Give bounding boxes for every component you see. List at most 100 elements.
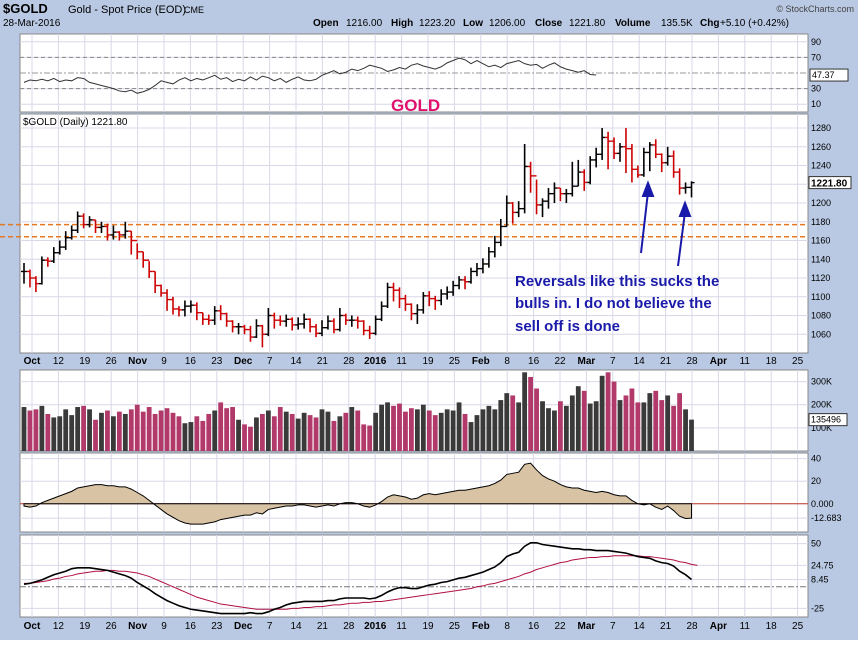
volume-bar bbox=[403, 411, 408, 451]
volume-last-label: 135496 bbox=[811, 415, 841, 425]
open-label: Open bbox=[313, 18, 339, 29]
volume-bar bbox=[122, 413, 128, 451]
x-axis-label: 9 bbox=[161, 621, 167, 632]
price-tick-label: 1180 bbox=[811, 217, 830, 227]
price-tick-label: 1080 bbox=[811, 311, 831, 321]
volume-bar bbox=[552, 410, 557, 451]
volume-bar bbox=[277, 407, 283, 451]
volume-bar bbox=[105, 410, 110, 451]
description-label: Gold - Spot Price (EOD) bbox=[68, 4, 186, 16]
volume-bar bbox=[99, 412, 104, 451]
volume-bar bbox=[480, 409, 486, 451]
x-axis-label: Feb bbox=[472, 356, 490, 367]
volume-bar bbox=[260, 413, 265, 451]
volume-bar bbox=[319, 409, 325, 451]
x-axis-label: 2016 bbox=[364, 621, 387, 632]
histogram-panel-bg bbox=[19, 452, 809, 533]
volume-bar bbox=[522, 372, 528, 451]
volume-bar bbox=[409, 408, 414, 451]
volume-bar bbox=[182, 423, 188, 451]
high-label: High bbox=[391, 18, 413, 29]
x-axis-label: Apr bbox=[710, 621, 727, 632]
x-axis-label: 11 bbox=[740, 356, 751, 367]
x-axis-label: 7 bbox=[267, 356, 273, 367]
x-axis-label: 25 bbox=[449, 356, 461, 367]
volume-bar bbox=[456, 402, 462, 451]
volume-bar bbox=[438, 412, 444, 451]
price-tick-label: 1120 bbox=[811, 273, 830, 283]
volume-bar bbox=[134, 404, 140, 451]
volume-bar bbox=[349, 407, 355, 451]
volume-bar bbox=[391, 405, 396, 451]
x-axis-label: 11 bbox=[740, 621, 751, 632]
volume-bar bbox=[677, 393, 682, 451]
volume-bar bbox=[224, 408, 230, 451]
volume-bar bbox=[629, 388, 635, 451]
annotation-title: GOLD bbox=[391, 96, 440, 115]
chg-value: +5.10 (+0.42%) bbox=[720, 18, 789, 29]
volume-bar bbox=[367, 425, 373, 451]
x-axis-label: 18 bbox=[766, 356, 778, 367]
volume-bar bbox=[236, 419, 241, 451]
volume-bar bbox=[611, 381, 617, 451]
price-legend: $GOLD (Daily) 1221.80 bbox=[23, 117, 128, 128]
x-axis-label: Mar bbox=[578, 356, 596, 367]
macd-tick-label: 50 bbox=[811, 539, 821, 549]
price-panel: 1280126012401220120011801160114011201100… bbox=[0, 113, 852, 367]
volume-bar bbox=[212, 410, 218, 451]
volume-bar bbox=[283, 411, 289, 451]
volume-bar bbox=[206, 413, 212, 451]
volume-bar bbox=[313, 417, 319, 451]
volume-bar bbox=[63, 409, 69, 451]
volume-bar bbox=[146, 407, 152, 451]
volume-bar bbox=[581, 390, 587, 451]
volume-bar bbox=[81, 405, 86, 451]
volume-bar bbox=[504, 393, 510, 451]
arrow-1 bbox=[640, 191, 649, 254]
close-label: Close bbox=[535, 18, 563, 29]
volume-bar bbox=[623, 395, 629, 451]
arrow-2-head bbox=[678, 200, 692, 217]
volume-bar bbox=[111, 416, 116, 451]
x-axis-label: 16 bbox=[185, 621, 197, 632]
price-tick-label: 1100 bbox=[811, 292, 830, 302]
rsi-tick-label: 90 bbox=[811, 37, 821, 47]
volume-bar bbox=[558, 401, 563, 451]
x-axis-label: 25 bbox=[449, 621, 461, 632]
volume-bar bbox=[33, 409, 39, 451]
annotation-line-3: sell off is done bbox=[515, 318, 620, 335]
price-tick-label: 1280 bbox=[811, 123, 831, 133]
volume-bar bbox=[450, 410, 456, 451]
rsi-tick-label: 30 bbox=[811, 84, 821, 94]
volume-bar bbox=[301, 412, 307, 451]
volume-bar bbox=[647, 393, 653, 451]
volume-bar bbox=[563, 405, 569, 451]
x-axis-label: 14 bbox=[290, 356, 302, 367]
volume-bar bbox=[587, 403, 593, 451]
volume-bar bbox=[540, 401, 545, 451]
x-axis-label: Nov bbox=[128, 356, 147, 367]
volume-bar bbox=[593, 401, 599, 451]
volume-bar bbox=[242, 424, 247, 451]
volume-bar bbox=[27, 410, 33, 451]
volume-bar bbox=[51, 417, 57, 451]
histogram-tick-label: 0.000 bbox=[811, 499, 834, 509]
volume-bar bbox=[218, 402, 224, 451]
volume-bar bbox=[188, 422, 194, 451]
x-axis-label: 28 bbox=[686, 621, 698, 632]
price-last-box bbox=[808, 176, 852, 190]
volume-bar bbox=[176, 416, 182, 451]
arrow-2 bbox=[677, 211, 686, 267]
macd-tick-label: 8.45 bbox=[811, 574, 829, 584]
macd-panel-bg bbox=[19, 534, 809, 618]
volume-bar bbox=[659, 400, 665, 451]
rsi-tick-label: 10 bbox=[811, 99, 821, 109]
volume-bar bbox=[379, 404, 384, 451]
exchange-label: CME bbox=[184, 5, 204, 15]
volume-last-box bbox=[808, 413, 848, 427]
volume-bar bbox=[414, 409, 420, 451]
volume-label: Volume bbox=[615, 18, 651, 29]
x-axis-label: 22 bbox=[554, 356, 566, 367]
watermark: © StockCharts.com bbox=[776, 4, 854, 14]
